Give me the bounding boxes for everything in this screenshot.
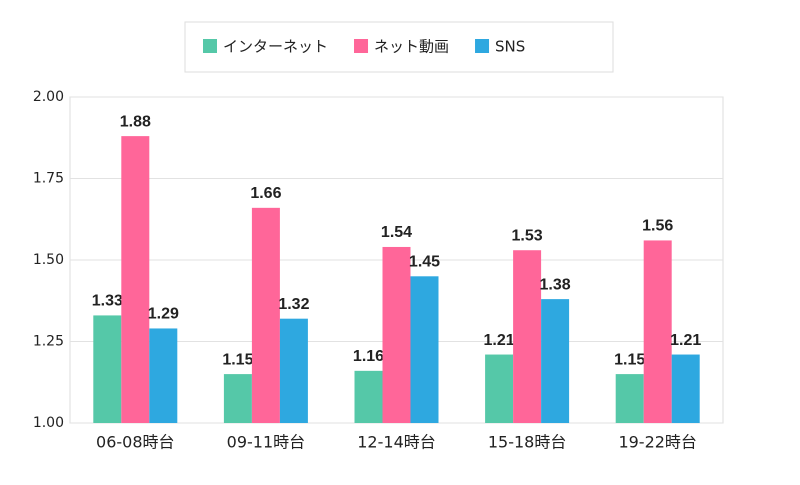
- bar: [223, 374, 252, 423]
- bar: [121, 136, 150, 423]
- legend-swatch: [203, 39, 217, 53]
- y-tick-label: 1.50: [33, 252, 64, 268]
- bar: [251, 207, 280, 423]
- bar: [541, 299, 570, 423]
- value-label: 1.15: [614, 351, 645, 368]
- value-label: 1.56: [642, 218, 673, 235]
- legend-swatch: [354, 39, 369, 53]
- legend-box: [184, 21, 614, 73]
- bar: [149, 328, 178, 423]
- bar: [615, 374, 644, 423]
- value-label: 1.33: [92, 293, 123, 310]
- value-label: 1.38: [540, 276, 571, 293]
- legend-swatch: [475, 39, 490, 53]
- y-tick-label: 1.75: [33, 171, 64, 187]
- value-label: 1.32: [278, 296, 309, 313]
- x-tick-label: 19-22時台: [618, 433, 697, 452]
- bar: [671, 354, 700, 423]
- x-tick-label: 09-11時台: [227, 433, 306, 452]
- value-label: 1.54: [381, 224, 412, 241]
- x-tick-label: 12-14時台: [357, 433, 436, 452]
- y-tick-label: 2.00: [33, 89, 64, 105]
- legend-label: SNS: [495, 38, 525, 56]
- x-tick-label: 15-18時台: [488, 433, 567, 452]
- value-label: 1.45: [409, 254, 440, 271]
- bar: [382, 246, 411, 423]
- value-label: 1.15: [222, 351, 253, 368]
- value-label: 1.66: [250, 185, 281, 202]
- bar: [410, 276, 439, 423]
- value-label: 1.29: [148, 306, 179, 323]
- bar: [279, 318, 308, 423]
- bar: [93, 315, 122, 423]
- bar: [354, 370, 383, 423]
- bar: [485, 354, 514, 423]
- value-label: 1.88: [120, 113, 151, 130]
- y-tick-label: 1.25: [33, 334, 64, 350]
- bar: [513, 250, 542, 423]
- bar: [643, 240, 672, 423]
- value-label: 1.21: [670, 332, 701, 349]
- value-label: 1.21: [484, 332, 515, 349]
- x-tick-label: 06-08時台: [96, 433, 175, 452]
- legend-label: インターネット: [223, 38, 328, 56]
- value-label: 1.53: [512, 227, 543, 244]
- value-label: 1.16: [353, 348, 384, 365]
- legend-label: ネット動画: [374, 38, 449, 56]
- y-tick-label: 1.00: [33, 415, 64, 431]
